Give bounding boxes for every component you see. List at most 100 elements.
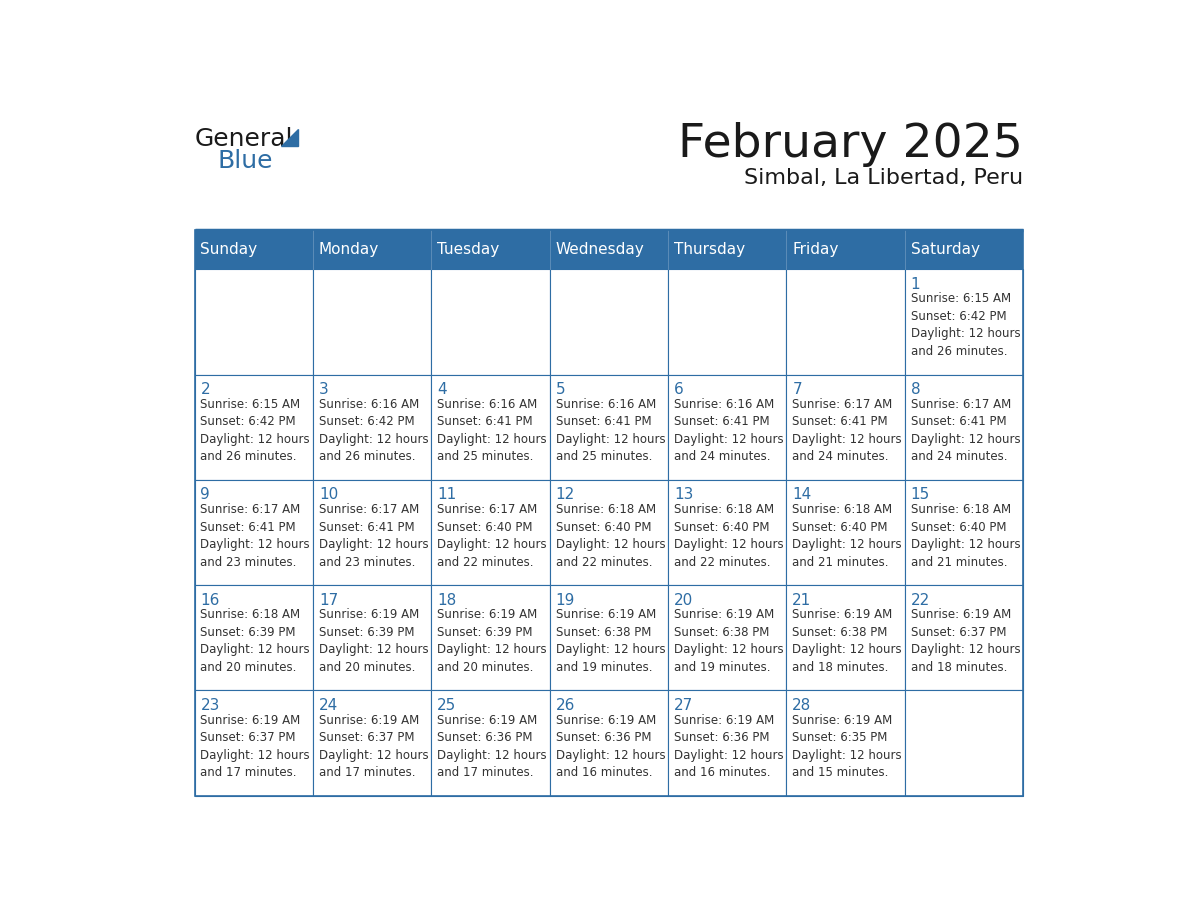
Bar	[786, 269, 905, 375]
Text: 10: 10	[318, 487, 339, 502]
Bar	[312, 269, 431, 375]
Text: Sunrise: 6:16 AM
Sunset: 6:41 PM
Daylight: 12 hours
and 25 minutes.: Sunrise: 6:16 AM Sunset: 6:41 PM Dayligh…	[556, 397, 665, 464]
Bar	[431, 480, 550, 585]
Text: Sunrise: 6:16 AM
Sunset: 6:42 PM
Daylight: 12 hours
and 26 minutes.: Sunrise: 6:16 AM Sunset: 6:42 PM Dayligh…	[318, 397, 429, 464]
Bar	[668, 480, 786, 585]
Text: Saturday: Saturday	[911, 242, 980, 257]
Bar	[195, 230, 312, 269]
Bar	[550, 480, 668, 585]
Text: General: General	[195, 127, 293, 151]
Bar	[550, 585, 668, 690]
Text: Sunrise: 6:19 AM
Sunset: 6:35 PM
Daylight: 12 hours
and 15 minutes.: Sunrise: 6:19 AM Sunset: 6:35 PM Dayligh…	[792, 713, 902, 779]
Text: Sunrise: 6:17 AM
Sunset: 6:41 PM
Daylight: 12 hours
and 24 minutes.: Sunrise: 6:17 AM Sunset: 6:41 PM Dayligh…	[911, 397, 1020, 464]
Text: 8: 8	[911, 382, 921, 397]
Bar	[195, 690, 312, 796]
Text: Tuesday: Tuesday	[437, 242, 499, 257]
Text: Friday: Friday	[792, 242, 839, 257]
Text: 1: 1	[911, 276, 921, 292]
Text: Sunrise: 6:18 AM
Sunset: 6:40 PM
Daylight: 12 hours
and 22 minutes.: Sunrise: 6:18 AM Sunset: 6:40 PM Dayligh…	[674, 503, 784, 568]
Text: 26: 26	[556, 698, 575, 713]
Text: 5: 5	[556, 382, 565, 397]
Bar	[312, 230, 431, 269]
Bar	[550, 230, 668, 269]
Text: 21: 21	[792, 592, 811, 608]
Bar	[668, 375, 786, 480]
Bar	[195, 269, 312, 375]
Bar	[550, 375, 668, 480]
Text: Sunrise: 6:19 AM
Sunset: 6:37 PM
Daylight: 12 hours
and 18 minutes.: Sunrise: 6:19 AM Sunset: 6:37 PM Dayligh…	[911, 609, 1020, 674]
Text: 2: 2	[201, 382, 210, 397]
Text: Sunrise: 6:19 AM
Sunset: 6:37 PM
Daylight: 12 hours
and 17 minutes.: Sunrise: 6:19 AM Sunset: 6:37 PM Dayligh…	[201, 713, 310, 779]
Text: 7: 7	[792, 382, 802, 397]
Text: Sunrise: 6:17 AM
Sunset: 6:41 PM
Daylight: 12 hours
and 23 minutes.: Sunrise: 6:17 AM Sunset: 6:41 PM Dayligh…	[201, 503, 310, 568]
Text: Sunrise: 6:18 AM
Sunset: 6:40 PM
Daylight: 12 hours
and 22 minutes.: Sunrise: 6:18 AM Sunset: 6:40 PM Dayligh…	[556, 503, 665, 568]
Text: 19: 19	[556, 592, 575, 608]
Text: Sunrise: 6:19 AM
Sunset: 6:39 PM
Daylight: 12 hours
and 20 minutes.: Sunrise: 6:19 AM Sunset: 6:39 PM Dayligh…	[318, 609, 429, 674]
Bar	[312, 375, 431, 480]
Text: 3: 3	[318, 382, 329, 397]
Text: 28: 28	[792, 698, 811, 713]
Text: Sunrise: 6:19 AM
Sunset: 6:39 PM
Daylight: 12 hours
and 20 minutes.: Sunrise: 6:19 AM Sunset: 6:39 PM Dayligh…	[437, 609, 546, 674]
Text: Sunrise: 6:17 AM
Sunset: 6:41 PM
Daylight: 12 hours
and 24 minutes.: Sunrise: 6:17 AM Sunset: 6:41 PM Dayligh…	[792, 397, 902, 464]
Bar	[905, 269, 1023, 375]
Text: Sunrise: 6:16 AM
Sunset: 6:41 PM
Daylight: 12 hours
and 25 minutes.: Sunrise: 6:16 AM Sunset: 6:41 PM Dayligh…	[437, 397, 546, 464]
Bar	[905, 375, 1023, 480]
Text: 27: 27	[674, 698, 694, 713]
Bar	[195, 230, 1023, 796]
Bar	[786, 585, 905, 690]
Bar	[668, 585, 786, 690]
Text: 25: 25	[437, 698, 456, 713]
Text: 13: 13	[674, 487, 694, 502]
Text: Sunrise: 6:18 AM
Sunset: 6:40 PM
Daylight: 12 hours
and 21 minutes.: Sunrise: 6:18 AM Sunset: 6:40 PM Dayligh…	[911, 503, 1020, 568]
Bar	[431, 269, 550, 375]
Bar	[786, 690, 905, 796]
Text: Sunrise: 6:18 AM
Sunset: 6:39 PM
Daylight: 12 hours
and 20 minutes.: Sunrise: 6:18 AM Sunset: 6:39 PM Dayligh…	[201, 609, 310, 674]
Text: Sunrise: 6:17 AM
Sunset: 6:40 PM
Daylight: 12 hours
and 22 minutes.: Sunrise: 6:17 AM Sunset: 6:40 PM Dayligh…	[437, 503, 546, 568]
Text: 23: 23	[201, 698, 220, 713]
Bar	[312, 690, 431, 796]
Text: Blue: Blue	[217, 149, 273, 173]
Text: Wednesday: Wednesday	[556, 242, 644, 257]
Text: Sunrise: 6:19 AM
Sunset: 6:38 PM
Daylight: 12 hours
and 19 minutes.: Sunrise: 6:19 AM Sunset: 6:38 PM Dayligh…	[674, 609, 784, 674]
Text: Sunrise: 6:19 AM
Sunset: 6:36 PM
Daylight: 12 hours
and 16 minutes.: Sunrise: 6:19 AM Sunset: 6:36 PM Dayligh…	[556, 713, 665, 779]
Text: Sunday: Sunday	[201, 242, 258, 257]
Text: Sunrise: 6:18 AM
Sunset: 6:40 PM
Daylight: 12 hours
and 21 minutes.: Sunrise: 6:18 AM Sunset: 6:40 PM Dayligh…	[792, 503, 902, 568]
Text: Sunrise: 6:17 AM
Sunset: 6:41 PM
Daylight: 12 hours
and 23 minutes.: Sunrise: 6:17 AM Sunset: 6:41 PM Dayligh…	[318, 503, 429, 568]
Bar	[550, 269, 668, 375]
Text: Sunrise: 6:19 AM
Sunset: 6:38 PM
Daylight: 12 hours
and 19 minutes.: Sunrise: 6:19 AM Sunset: 6:38 PM Dayligh…	[556, 609, 665, 674]
Text: Sunrise: 6:16 AM
Sunset: 6:41 PM
Daylight: 12 hours
and 24 minutes.: Sunrise: 6:16 AM Sunset: 6:41 PM Dayligh…	[674, 397, 784, 464]
Text: 20: 20	[674, 592, 694, 608]
Text: 16: 16	[201, 592, 220, 608]
Bar	[195, 480, 312, 585]
Text: Sunrise: 6:19 AM
Sunset: 6:38 PM
Daylight: 12 hours
and 18 minutes.: Sunrise: 6:19 AM Sunset: 6:38 PM Dayligh…	[792, 609, 902, 674]
Text: 22: 22	[911, 592, 930, 608]
Bar	[905, 690, 1023, 796]
Bar	[786, 230, 905, 269]
Bar	[312, 585, 431, 690]
Polygon shape	[282, 129, 298, 146]
Text: 17: 17	[318, 592, 339, 608]
Bar	[905, 480, 1023, 585]
Text: February 2025: February 2025	[678, 122, 1023, 167]
Text: 15: 15	[911, 487, 930, 502]
Text: 9: 9	[201, 487, 210, 502]
Bar	[431, 375, 550, 480]
Text: Sunrise: 6:15 AM
Sunset: 6:42 PM
Daylight: 12 hours
and 26 minutes.: Sunrise: 6:15 AM Sunset: 6:42 PM Dayligh…	[911, 292, 1020, 358]
Text: 12: 12	[556, 487, 575, 502]
Text: Simbal, La Libertad, Peru: Simbal, La Libertad, Peru	[744, 168, 1023, 188]
Text: 6: 6	[674, 382, 684, 397]
Bar	[431, 585, 550, 690]
Bar	[431, 690, 550, 796]
Text: Sunrise: 6:15 AM
Sunset: 6:42 PM
Daylight: 12 hours
and 26 minutes.: Sunrise: 6:15 AM Sunset: 6:42 PM Dayligh…	[201, 397, 310, 464]
Text: 4: 4	[437, 382, 447, 397]
Text: 11: 11	[437, 487, 456, 502]
Text: 18: 18	[437, 592, 456, 608]
Text: Sunrise: 6:19 AM
Sunset: 6:36 PM
Daylight: 12 hours
and 17 minutes.: Sunrise: 6:19 AM Sunset: 6:36 PM Dayligh…	[437, 713, 546, 779]
Bar	[668, 269, 786, 375]
Text: Thursday: Thursday	[674, 242, 745, 257]
Text: 24: 24	[318, 698, 339, 713]
Bar	[786, 375, 905, 480]
Bar	[550, 690, 668, 796]
Bar	[905, 230, 1023, 269]
Bar	[195, 375, 312, 480]
